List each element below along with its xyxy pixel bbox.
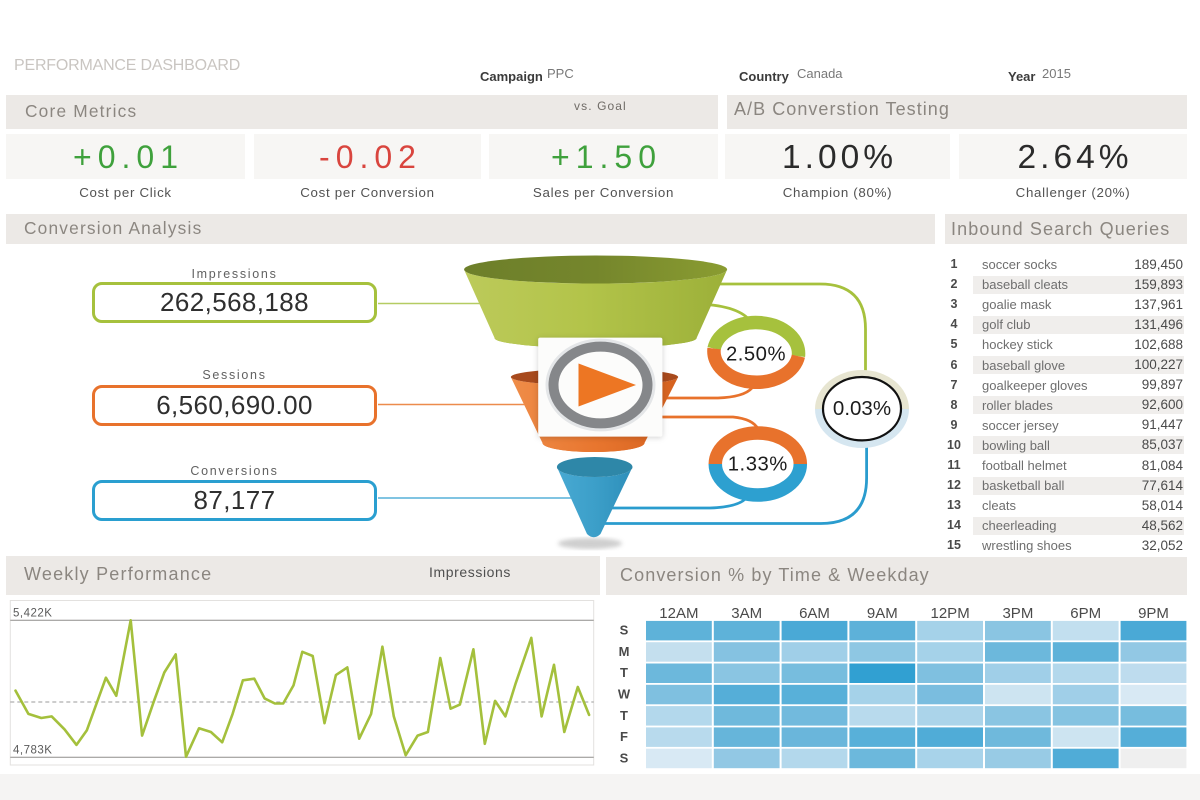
svg-text:1.33%: 1.33%	[728, 454, 788, 476]
svg-text:6PM: 6PM	[1070, 605, 1101, 622]
svg-text:9AM: 9AM	[867, 605, 898, 622]
svg-text:0.03%: 0.03%	[833, 397, 891, 420]
svg-text:S: S	[620, 623, 629, 638]
svg-text:5,422K: 5,422K	[13, 608, 52, 620]
svg-text:6AM: 6AM	[799, 605, 830, 622]
svg-text:S: S	[620, 751, 629, 766]
svg-text:W: W	[618, 687, 631, 702]
svg-text:T: T	[620, 708, 628, 723]
svg-text:F: F	[620, 729, 628, 744]
svg-text:4,783K: 4,783K	[13, 745, 52, 757]
svg-text:M: M	[619, 644, 630, 659]
svg-text:T: T	[620, 665, 628, 680]
svg-text:9PM: 9PM	[1138, 605, 1169, 622]
svg-text:2.50%: 2.50%	[726, 344, 786, 366]
svg-text:12PM: 12PM	[931, 605, 970, 622]
svg-text:12AM: 12AM	[659, 605, 698, 622]
svg-text:3AM: 3AM	[731, 605, 762, 622]
svg-text:3PM: 3PM	[1002, 605, 1033, 622]
